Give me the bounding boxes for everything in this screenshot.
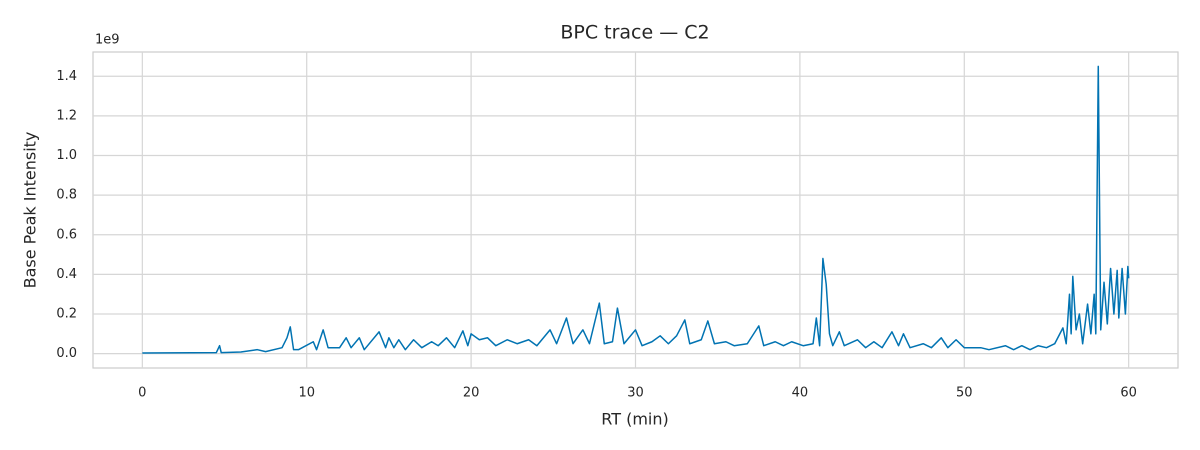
y-offset-label: 1e9 [95,33,120,48]
x-tick-label: 50 [956,386,973,401]
x-axis-label: RT (min) [601,410,668,429]
x-tick-label: 30 [627,386,644,401]
y-tick-label: 0.0 [56,346,77,361]
y-tick-label: 0.8 [56,188,77,203]
x-tick-label: 40 [792,386,809,401]
chart-title: BPC trace — C2 [560,22,709,44]
y-axis-label: Base Peak Intensity [21,132,40,289]
y-tick-label: 0.2 [56,307,77,322]
y-tick-label: 0.4 [56,267,77,282]
trace-line [142,65,1130,354]
x-tick-label: 60 [1120,386,1137,401]
y-tick-label: 0.6 [56,227,77,242]
x-tick-label: 20 [463,386,480,401]
x-tick-label: 0 [138,386,146,401]
y-tick-label: 1.0 [56,148,77,163]
x-tick-label: 10 [298,386,315,401]
y-tick-label: 1.4 [56,69,77,84]
y-tick-label: 1.2 [56,108,77,123]
